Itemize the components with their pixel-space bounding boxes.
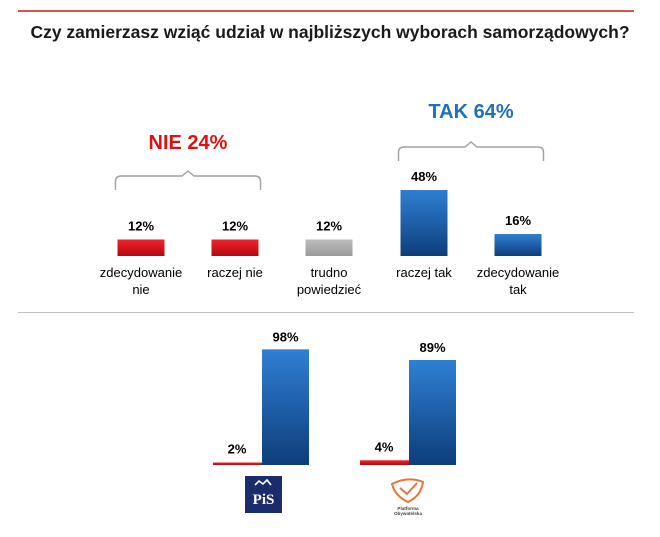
bar-1 [117,239,165,256]
pis-logo-icon: PiS [245,476,282,513]
category-label-4: raczej tak [396,265,452,280]
group-label-2: TAK 64% [428,101,513,123]
value-label-blue-1: 98% [272,329,298,344]
category-label-1-line2: nie [132,282,149,297]
bar-blue-1 [262,349,309,465]
bar-red-2 [360,460,409,465]
category-label-2: raczej nie [207,265,263,280]
category-label-5-line1: zdecydowanie [477,265,559,280]
bar-2 [211,239,259,256]
value-label-red-1: 2% [228,442,247,457]
value-label-blue-2: 89% [419,340,445,355]
po-logo-text: Platforma Obywatelska [394,506,423,516]
bar-3 [305,239,353,256]
section-divider [18,312,634,313]
bar-red-1 [213,462,262,465]
value-label-2: 12% [222,219,248,234]
value-label-5: 16% [505,213,531,228]
category-label-1-line1: zdecydowanie [100,265,182,280]
top-divider [18,10,634,12]
category-label-5-line2: tak [509,282,527,297]
group-bracket-2 [397,141,545,161]
group-bracket-1 [114,170,262,190]
group-label-1: NIE 24% [149,132,228,154]
value-label-1: 12% [128,219,154,234]
pis-logo-text: PiS [253,492,275,508]
value-label-red-2: 4% [375,439,394,454]
value-label-3: 12% [316,219,342,234]
bar-5 [494,234,542,256]
bar-blue-2 [409,359,456,465]
po-logo-icon: Platforma Obywatelska [383,474,433,518]
category-label-3-line2: powiedzieć [297,282,362,297]
bar-4 [400,190,448,256]
category-label-3-line1: trudno [311,265,348,280]
page-title: Czy zamierzasz wziąć udział w najbliższy… [30,22,630,42]
value-label-4: 48% [411,169,437,184]
